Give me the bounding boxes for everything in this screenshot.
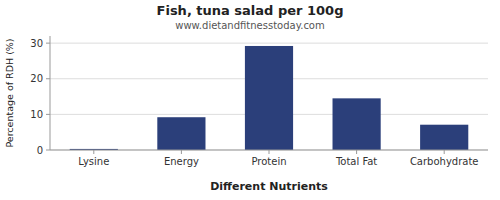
grid: [50, 43, 488, 150]
y-tick-label: 10: [30, 109, 43, 120]
y-tick: [46, 78, 50, 79]
y-axis-line: [50, 36, 51, 150]
x-tick-label: Protein: [251, 156, 286, 167]
chart-container: Fish, tuna salad per 100g www.dietandfitn…: [0, 0, 500, 200]
x-axis: Lysine Energy Protein Total Fat Carbohydrate: [78, 150, 478, 167]
bars: [70, 46, 469, 150]
bar: [157, 117, 205, 150]
x-tick-label: Lysine: [78, 156, 109, 167]
x-tick: [356, 150, 357, 154]
x-tick: [181, 150, 182, 154]
x-tick-label: Total Fat: [335, 156, 377, 167]
bar: [333, 98, 381, 150]
x-tick: [444, 150, 445, 154]
y-axis: 0 10 20 30: [30, 38, 50, 156]
x-tick-label: Carbohydrate: [410, 156, 479, 167]
subtitle: www.dietandfitnesstoday.com: [175, 20, 324, 31]
y-tick: [46, 43, 50, 44]
title: Fish, tuna salad per 100g: [157, 3, 344, 18]
y-tick-label: 0: [37, 145, 43, 156]
bar: [245, 46, 293, 150]
x-tick-label: Energy: [164, 156, 199, 167]
y-tick: [46, 150, 50, 151]
y-axis-label: Percentage of RDH (%): [4, 38, 15, 147]
y-tick-label: 30: [30, 38, 43, 49]
y-tick: [46, 114, 50, 115]
bar: [420, 125, 468, 150]
grid-line: [50, 43, 488, 44]
chart: Fish, tuna salad per 100g www.dietandfitn…: [0, 0, 500, 200]
x-axis-label: Different Nutrients: [210, 180, 328, 193]
x-tick: [269, 150, 270, 154]
x-tick: [93, 150, 94, 154]
y-tick-label: 20: [30, 73, 43, 84]
